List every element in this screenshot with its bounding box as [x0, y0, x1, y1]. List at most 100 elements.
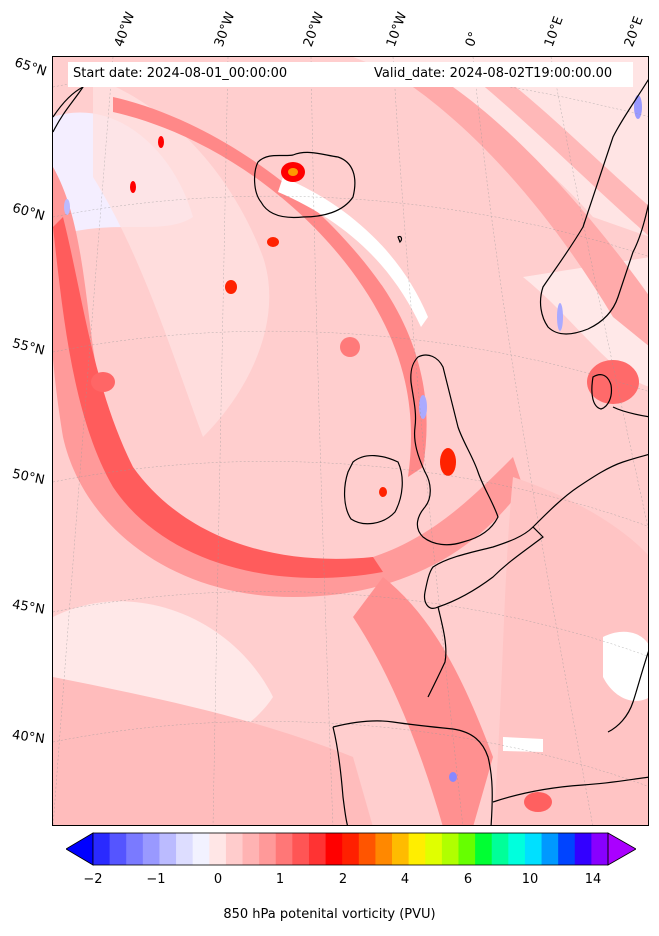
- colorbar: [66, 832, 636, 866]
- colorbar-swatch: [541, 833, 559, 865]
- colorbar-swatch: [358, 833, 376, 865]
- field-hotspot: [91, 372, 115, 392]
- colorbar-swatch: [475, 833, 493, 865]
- field-light-patch: [353, 57, 648, 237]
- field-negative: [634, 95, 642, 119]
- field-hotspot: [379, 487, 387, 497]
- lon-label-0: 0°: [462, 29, 483, 49]
- colorbar-swatch: [93, 833, 111, 865]
- colorbar-label: 850 hPa potenital vorticity (PVU): [223, 907, 436, 922]
- colorbar-swatch: [176, 833, 194, 865]
- colorbar-border: [92, 832, 609, 866]
- vorticity-map: [53, 57, 648, 825]
- colorbar-arrow-low: [66, 832, 94, 866]
- colorbar-swatch: [408, 833, 426, 865]
- lon-label-40w: 40°W: [111, 10, 139, 49]
- field-streak: [353, 577, 493, 825]
- cb-tick: −2: [83, 872, 103, 887]
- colorbar-swatch: [574, 833, 592, 865]
- colorbar-swatch: [308, 833, 327, 865]
- colorbar-swatch: [109, 833, 127, 865]
- coast-biscay: [427, 606, 447, 698]
- lon-label-20e: 20°E: [621, 14, 647, 50]
- field-hotspot: [288, 168, 298, 176]
- field-hotspot: [524, 792, 552, 812]
- field-negative: [419, 395, 427, 419]
- colorbar-swatch: [558, 833, 576, 865]
- colorbar-swatch: [591, 833, 609, 865]
- field-light-patch: [93, 77, 270, 437]
- field-hotspot: [587, 360, 639, 404]
- colorbar-swatch: [275, 833, 293, 865]
- lat-label-45n: 45°N: [10, 597, 46, 618]
- lon-label-20w: 20°W: [300, 10, 328, 49]
- field-band: [53, 217, 383, 579]
- colorbar-swatch: [242, 833, 260, 865]
- colorbar-swatch: [508, 833, 526, 865]
- field-negative: [64, 199, 70, 215]
- coast-france: [423, 526, 544, 609]
- field-hotspot: [440, 448, 456, 476]
- coast-iberia: [332, 720, 493, 825]
- lon-label-10e: 10°E: [541, 14, 567, 50]
- coast-norway: [539, 79, 648, 335]
- lat-label-50n: 50°N: [10, 466, 46, 489]
- field-hotspot: [130, 181, 136, 193]
- header-bar: [68, 62, 633, 87]
- map-panel[interactable]: [52, 56, 649, 826]
- coastlines: [53, 79, 648, 825]
- field-negative: [557, 303, 563, 331]
- colorbar-swatch: [441, 833, 459, 865]
- colorbar-swatch: [342, 833, 360, 865]
- cb-tick: 10: [521, 872, 539, 887]
- colorbar-swatch: [126, 833, 144, 865]
- colorbar-swatch: [259, 833, 277, 865]
- cb-tick: 1: [275, 872, 285, 887]
- colorbar-swatch: [375, 833, 393, 865]
- colorbar-swatch: [491, 833, 509, 865]
- colorbar-arrow-high: [607, 832, 636, 866]
- coast-denmark: [591, 374, 613, 410]
- lat-label-40n: 40°N: [11, 727, 46, 748]
- lon-label-10w: 10°W: [383, 10, 411, 49]
- field-hotspot: [340, 337, 360, 357]
- field-blank: [503, 737, 543, 752]
- colorbar-swatch: [192, 833, 210, 865]
- lat-label-65n: 65°N: [12, 55, 49, 80]
- colorbar-swatch: [142, 833, 160, 865]
- coast-italy: [607, 651, 648, 733]
- cb-tick: 4: [400, 872, 410, 887]
- cb-tick: −1: [146, 872, 166, 887]
- coast-britain: [410, 354, 499, 546]
- cb-tick: 0: [213, 872, 223, 887]
- colorbar-swatch: [325, 833, 343, 865]
- colorbar-swatch: [524, 833, 543, 865]
- cb-tick: 6: [463, 872, 473, 887]
- field-streamer: [278, 177, 428, 327]
- colorbar-swatch: [292, 833, 310, 865]
- field-negative: [449, 772, 457, 782]
- colorbar-swatch: [425, 833, 443, 865]
- colorbar-swatch: [225, 833, 244, 865]
- coast-lowcountries: [532, 454, 648, 528]
- lon-label-30w: 30°W: [211, 10, 239, 49]
- cb-tick: 14: [584, 872, 602, 887]
- coast-ireland: [344, 455, 403, 525]
- lat-label-60n: 60°N: [10, 200, 47, 225]
- coast-greenland: [53, 85, 85, 133]
- field-blank: [603, 631, 648, 701]
- field-streak: [473, 77, 648, 236]
- colorbar-swatch: [159, 833, 177, 865]
- valid-date-label: Valid_date: 2024-08-02T19:00:00.00: [374, 66, 613, 81]
- field-hotspot: [267, 237, 279, 247]
- start-date-label: Start date: 2024-08-01_00:00:00: [73, 66, 288, 81]
- field-hotspot: [225, 280, 237, 294]
- lat-label-55n: 55°N: [10, 336, 47, 359]
- colorbar-swatch: [458, 833, 476, 865]
- coast-iceland: [254, 151, 356, 219]
- colorbar-swatch: [209, 833, 227, 865]
- field-streak: [413, 87, 648, 346]
- field-streamer: [113, 97, 427, 477]
- field-hotspot: [158, 136, 164, 148]
- field-lower: [493, 477, 648, 825]
